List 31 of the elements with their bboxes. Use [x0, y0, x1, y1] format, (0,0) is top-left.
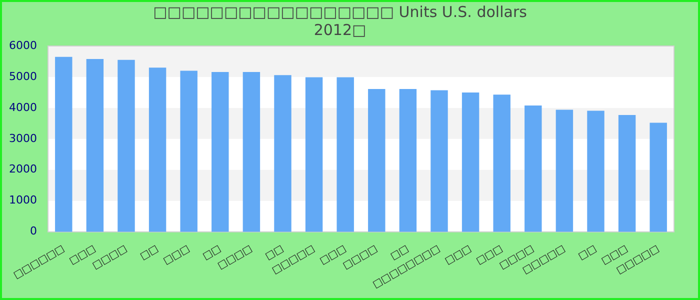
bar	[242, 72, 260, 232]
bar	[148, 68, 166, 232]
bar	[493, 94, 510, 232]
y-tick-label: 2000	[8, 162, 37, 176]
bar	[650, 122, 667, 232]
y-tick-label: 0	[30, 224, 37, 238]
bar	[587, 110, 604, 232]
bar	[556, 110, 574, 232]
bar	[368, 89, 386, 232]
bar	[462, 92, 480, 232]
x-tick-label: □□	[576, 243, 599, 262]
x-tick-label: □□	[138, 243, 160, 262]
bar	[274, 75, 292, 232]
y-tick-label: 1000	[8, 194, 37, 207]
bar	[180, 70, 198, 232]
y-tick-label: 6000	[8, 38, 37, 52]
y-tick-label: 3000	[8, 132, 37, 145]
bar	[399, 89, 417, 232]
bar	[305, 77, 323, 232]
y-tick-label: 5000	[8, 70, 37, 83]
bar	[430, 90, 448, 232]
bar	[618, 115, 636, 232]
bar	[212, 72, 229, 232]
bar	[336, 77, 354, 232]
bar	[86, 59, 104, 232]
y-tick-label: 4000	[8, 100, 37, 114]
bar	[524, 105, 542, 232]
bar	[118, 60, 135, 232]
bar	[55, 56, 72, 232]
text: □□□□□□□□□□□□□□□□□ Units U.S. dollars	[153, 2, 527, 21]
text: 2012□	[314, 20, 366, 39]
